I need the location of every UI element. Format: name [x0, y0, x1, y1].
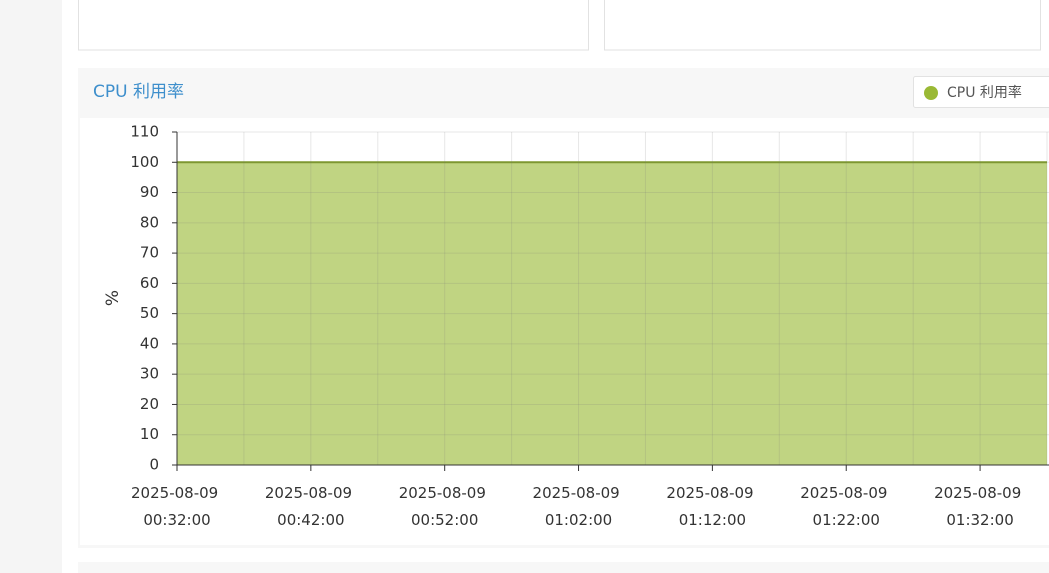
legend-label: CPU 利用率	[947, 84, 1022, 101]
top-panel-left	[78, 0, 589, 51]
top-panel-right	[604, 0, 1041, 51]
sidebar	[0, 0, 62, 573]
x-tick-label: 2025-08-09 00:52:00	[399, 484, 491, 529]
next-panel	[78, 562, 1049, 573]
legend-swatch	[924, 86, 938, 100]
y-tick-label: 60	[140, 274, 159, 292]
x-tick-label-line: 2025-08-09	[265, 484, 357, 502]
x-tick-label-line: 2025-08-09	[131, 484, 223, 502]
y-tick-label: 10	[140, 425, 159, 443]
x-tick-label-line: 01:22:00	[813, 511, 880, 529]
x-tick-label-line: 00:32:00	[143, 511, 210, 529]
x-tick-label-line: 2025-08-09	[934, 484, 1026, 502]
y-tick-label: 70	[140, 244, 159, 262]
legend-box	[913, 76, 1049, 108]
x-tick-label: 2025-08-09 00:42:00	[265, 484, 357, 529]
x-tick-label: 2025-08-09 01:12:00	[666, 484, 758, 529]
x-tick-label-line: 01:02:00	[545, 511, 612, 529]
x-tick-label-line: 2025-08-09	[800, 484, 892, 502]
y-tick-label: 0	[149, 456, 159, 474]
x-tick-label-line: 01:32:00	[946, 511, 1013, 529]
x-tick-label-line: 2025-08-09	[666, 484, 758, 502]
x-tick-label-line: 2025-08-09	[399, 484, 491, 502]
x-tick-label: 2025-08-09 01:32:00	[934, 484, 1026, 529]
area-fill	[177, 162, 1047, 466]
y-tick-label: 50	[140, 304, 159, 322]
x-tick-label-line: 00:52:00	[411, 511, 478, 529]
y-tick-label: 20	[140, 395, 159, 413]
y-tick-label: 80	[140, 213, 159, 231]
y-tick-label: 30	[140, 365, 159, 383]
y-tick-label: 100	[130, 153, 159, 171]
y-axis-label: %	[103, 290, 123, 306]
y-tick-label: 40	[140, 334, 159, 352]
x-tick-label: 2025-08-09 01:22:00	[800, 484, 892, 529]
chart-title: CPU 利用率	[93, 82, 184, 102]
x-tick-label-line: 00:42:00	[277, 511, 344, 529]
x-tick-label: 2025-08-09 00:32:00	[131, 484, 223, 529]
x-tick-label: 2025-08-09 01:02:00	[533, 484, 625, 529]
y-tick-label: 110	[130, 123, 159, 141]
legend: CPU 利用率	[913, 76, 1049, 108]
y-tick-label: 90	[140, 183, 159, 201]
x-tick-label-line: 2025-08-09	[533, 484, 625, 502]
x-tick-label-line: 01:12:00	[679, 511, 746, 529]
